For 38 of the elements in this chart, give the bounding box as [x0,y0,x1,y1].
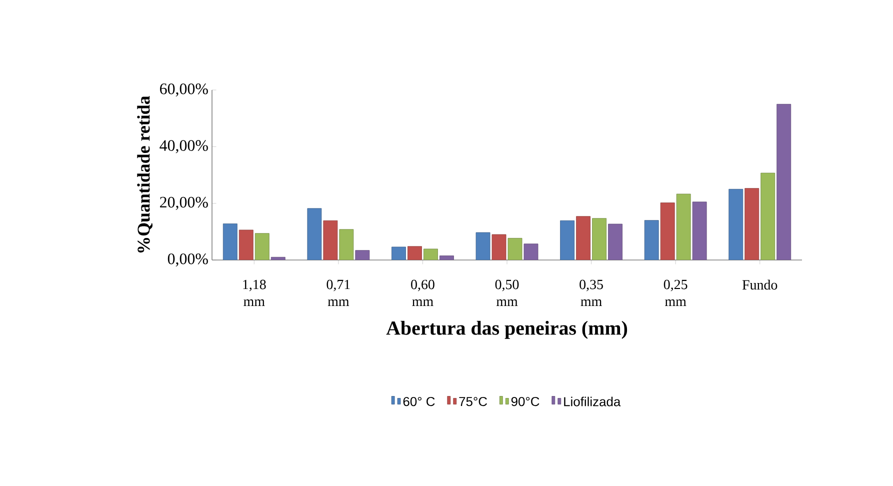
bar [608,224,622,260]
bar [644,220,659,260]
bar [576,216,590,260]
x-tick-label: 1,18 mm [243,280,266,306]
bar [355,250,370,260]
bar [307,208,322,260]
legend-label: 60° C [403,396,435,406]
x-tick-label: Fundo [742,280,778,290]
bar [776,104,792,260]
bar [560,220,574,260]
bar [728,188,744,260]
bar [676,194,691,260]
bar [323,220,338,260]
bar [744,188,760,260]
bar [408,246,422,260]
bar [222,224,238,260]
legend-label: 90°C [511,396,540,406]
x-tick-label: 0,35 mm [580,280,603,306]
y-tick-label: 20,00% [160,196,208,210]
legend-label: 75°C [459,396,487,406]
legend-label: Liofilizada [564,396,621,406]
bar [339,229,354,260]
x-tick-label: 0,25 mm [664,280,688,306]
bar [238,230,254,260]
bar [476,232,490,260]
x-tick-label: 0,60 mm [411,280,434,306]
bar [692,202,707,260]
bar [760,172,776,260]
bar [592,218,606,260]
y-tick-label: 40,00% [160,140,208,154]
y-axis-title: %Quantidade retida [137,96,152,252]
x-axis-title: Abertura das peneiras (mm) [386,320,628,339]
bar [254,233,270,260]
x-tick-label: 0,71 mm [326,280,350,306]
bar [660,202,675,260]
y-tick-label: 60,00% [160,83,208,97]
y-tick-label: 0,00% [168,253,208,267]
x-tick-label: 0,50 mm [495,280,519,306]
